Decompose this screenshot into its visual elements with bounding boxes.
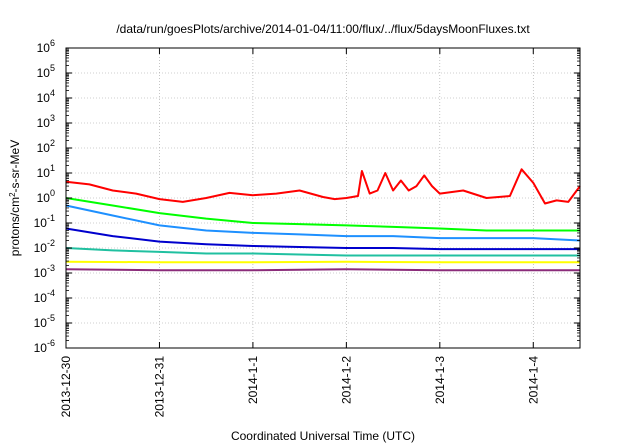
y-tick-label: 101: [37, 163, 55, 180]
y-tick-label: 10-3: [34, 263, 55, 280]
series-line-5: [65, 247, 580, 257]
y-tick-label: 10-5: [34, 313, 55, 330]
x-tick-label: 2014-1-1: [246, 356, 260, 404]
y-tick-label: 106: [37, 38, 55, 55]
series-line-7: [65, 268, 580, 272]
y-tick-label: 10-4: [34, 288, 55, 305]
y-tick-label: 10-6: [34, 338, 55, 355]
series-line-2: [65, 197, 580, 232]
axis-ticks: 10-6 10-5 10-4 10-3 10-2 10-1 100 101 102 103 104 1…: [34, 38, 580, 417]
series-line-3: [65, 204, 581, 242]
y-tick-label: 103: [37, 113, 55, 130]
series-group: [65, 168, 581, 272]
chart-title: /data/run/goesPlots/archive/2014-01-04/1…: [116, 22, 530, 36]
series-line-1: [65, 168, 581, 205]
y-tick-label: 10-1: [34, 213, 55, 230]
series-line-4: [65, 227, 580, 251]
y-tick-label: 10-2: [34, 238, 55, 255]
x-tick-label: 2014-1-4: [526, 356, 540, 404]
y-tick-label: 102: [37, 138, 55, 155]
y-tick-label: 104: [37, 88, 55, 105]
x-tick-label: 2013-12-30: [59, 356, 73, 418]
y-tick-label: 105: [37, 63, 55, 80]
plot-border: [65, 47, 581, 349]
x-tick-label: 2014-1-2: [339, 356, 353, 404]
x-tick-label: 2014-1-3: [433, 356, 447, 404]
y-tick-label: 100: [37, 188, 55, 205]
y-axis-label: protons/cm2-s-sr-MeV: [8, 140, 23, 256]
x-axis-label: Coordinated Universal Time (UTC): [231, 429, 415, 443]
x-tick-label: 2013-12-31: [152, 356, 166, 418]
